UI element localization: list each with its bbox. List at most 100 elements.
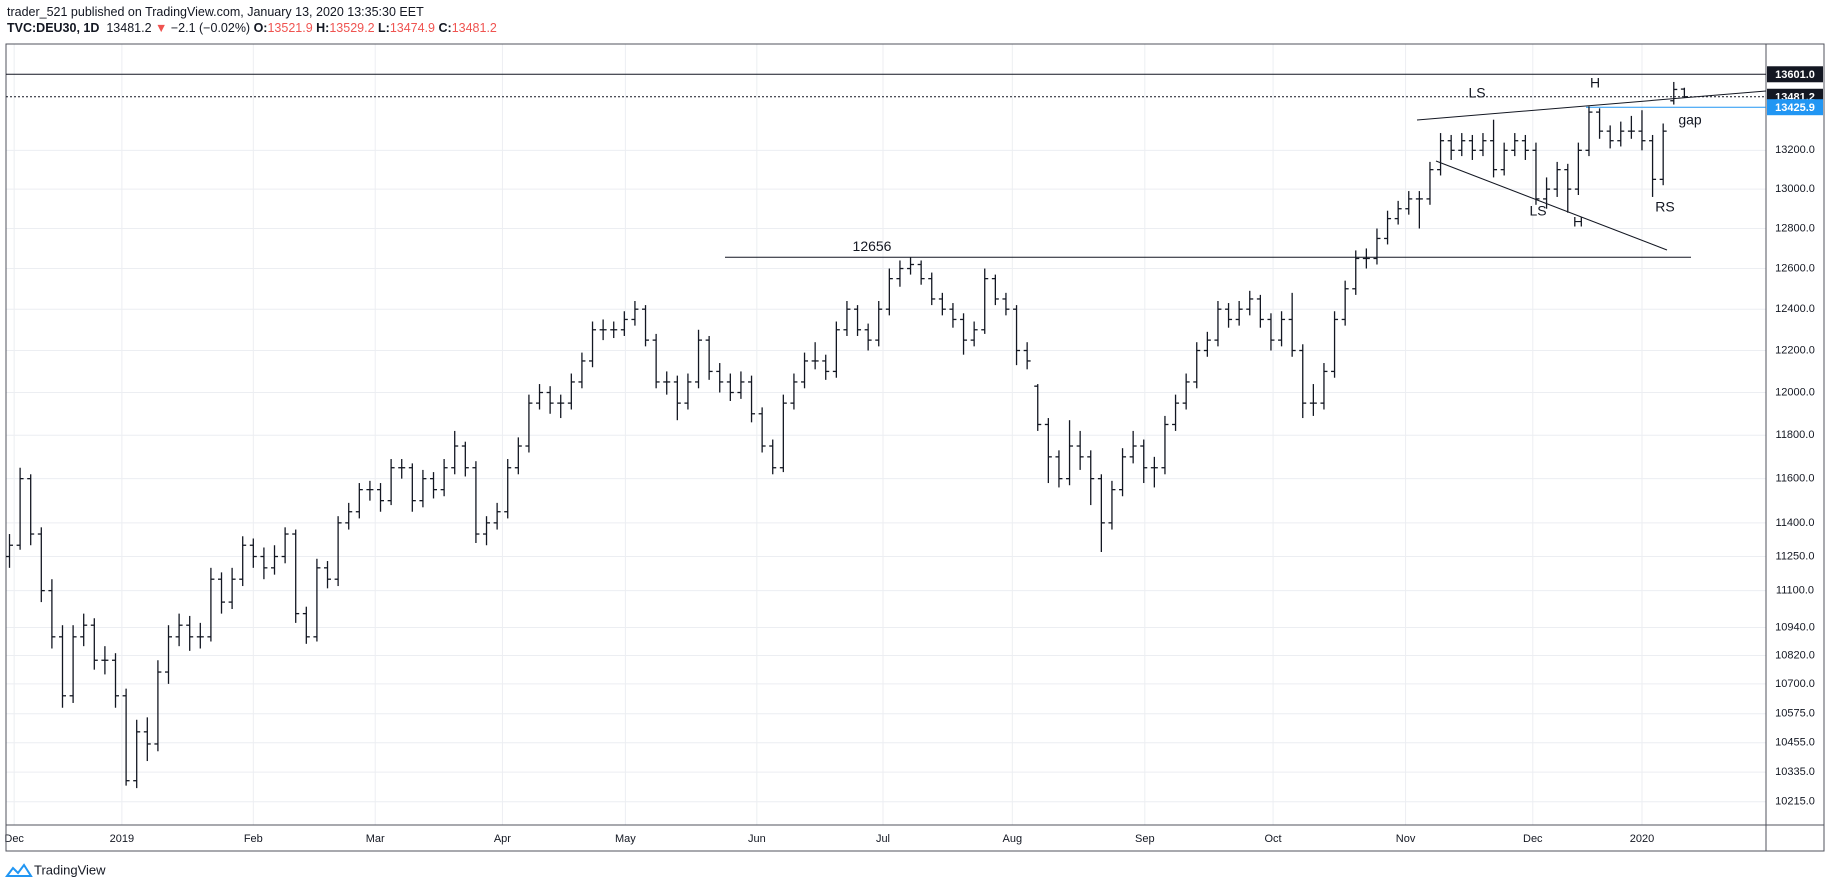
author: trader_521 published on TradingView.com,…	[7, 5, 424, 19]
ohlc-bar	[854, 305, 862, 336]
ohlc-bar	[27, 474, 35, 546]
ohlc-bar	[779, 394, 787, 473]
open: 13521.9	[267, 21, 313, 35]
ohlc-bar	[1119, 448, 1127, 497]
ohlc-bar	[567, 373, 575, 410]
ohlc-bar	[599, 319, 607, 341]
ohlc-bar	[620, 311, 628, 336]
y-tick-label: 13200.0	[1775, 144, 1815, 156]
ohlc-bar	[790, 373, 798, 410]
ohlc-bar	[1437, 133, 1445, 176]
annotation: LS	[1529, 203, 1546, 219]
high: 13529.2	[329, 21, 375, 35]
ohlc-bar	[207, 567, 215, 642]
ohlc-bar	[1246, 290, 1254, 316]
ohlc-bar	[695, 329, 703, 389]
x-tick-label: Aug	[1003, 833, 1023, 845]
ohlc-bar	[1172, 394, 1180, 431]
ohlc-bar	[271, 545, 279, 575]
ohlc-bar	[122, 688, 130, 786]
ohlc-bar	[1256, 294, 1264, 328]
ohlc-bar	[1044, 418, 1052, 484]
h-label: H:	[316, 21, 330, 35]
ohlc-bar	[1596, 108, 1604, 139]
ohlc-bar	[525, 394, 533, 453]
ohlc-bar	[1299, 344, 1307, 419]
ohlc-bar	[991, 274, 999, 306]
ohlc-bar	[1617, 121, 1625, 147]
ohlc-bar	[472, 461, 480, 543]
x-tick-label: 2020	[1630, 833, 1654, 845]
ohlc-bar	[1097, 474, 1105, 553]
ohlc-bar	[1564, 163, 1572, 213]
y-tick-label: 10455.0	[1775, 737, 1815, 749]
ohlc-bar	[493, 502, 501, 530]
x-tick-label: Sep	[1135, 833, 1155, 845]
ohlc-bar	[1055, 450, 1063, 488]
o-label: O:	[253, 21, 268, 35]
ohlc-bar	[218, 572, 226, 614]
ohlc-bar	[461, 441, 469, 477]
ohlc-bar	[1288, 292, 1296, 357]
ohlc-bar	[642, 305, 650, 347]
ohlc-bar	[165, 625, 173, 684]
ohlc-bar	[228, 567, 236, 610]
y-tick-label: 10820.0	[1775, 649, 1815, 661]
y-tick-label: 10700.0	[1775, 678, 1815, 690]
ohlc-bar	[1108, 480, 1116, 530]
ohlc-bar	[663, 371, 671, 395]
ohlc-bar	[1161, 415, 1169, 475]
ohlc-bar	[334, 516, 342, 587]
ohlc-bar	[1235, 301, 1243, 326]
ohlc-bar	[249, 538, 257, 568]
ohlc-bar	[981, 268, 989, 334]
y-tick-label: 12000.0	[1775, 386, 1815, 398]
ohlc-bar	[970, 321, 978, 347]
annotation: H	[1590, 75, 1600, 91]
x-tick-label: Apr	[494, 833, 511, 845]
ohlc-bar	[652, 333, 660, 389]
price-tag	[1767, 99, 1823, 116]
ohlc-bar	[1150, 456, 1158, 488]
ohlc-bar	[387, 459, 395, 506]
ohlc-bar	[1500, 142, 1508, 176]
ohlc-bar	[175, 613, 183, 647]
ohlc-bar	[514, 437, 522, 475]
ohlc-bar	[69, 625, 77, 703]
ohlc-bar	[1193, 342, 1201, 389]
ohlc-bar	[673, 375, 681, 421]
ohlc-bar	[377, 483, 385, 512]
ohlc-bar	[1002, 292, 1010, 316]
ohlc-bar	[313, 558, 321, 642]
ohlc-bar	[16, 467, 24, 550]
y-tick-label: 11250.0	[1776, 550, 1815, 562]
x-tick-label: May	[615, 833, 636, 845]
brand: TradingView	[34, 862, 106, 877]
y-tick-label: 13000.0	[1775, 183, 1815, 195]
ohlc-bar	[536, 384, 544, 410]
l-label: L:	[378, 21, 390, 35]
ohlc-bar	[1384, 210, 1392, 245]
trend-line	[1416, 90, 1767, 121]
ohlc-bar	[292, 529, 300, 623]
ohlc-bar	[1214, 301, 1222, 347]
ohlc-bar	[557, 394, 565, 419]
x-tick-label: Nov	[1396, 833, 1416, 845]
ohlc-bar	[1511, 133, 1519, 157]
ohlc-bar	[769, 439, 777, 475]
ohlc-bar	[112, 653, 120, 708]
ohlc-bar	[1574, 142, 1582, 195]
ohlc-bar	[822, 354, 830, 380]
header: trader_521 published on TradingView.com,…	[7, 4, 497, 36]
ohlc-bar	[1076, 430, 1084, 470]
x-tick-label: Jun	[748, 833, 766, 845]
annotation: H	[1573, 214, 1583, 230]
ohlc-bar	[1225, 303, 1233, 328]
x-tick-label: Feb	[244, 833, 263, 845]
ohlc-bar	[1479, 133, 1487, 157]
ohlc-bar	[1543, 177, 1551, 209]
ohlc-bar	[928, 272, 936, 306]
price-tag	[1767, 66, 1823, 83]
ohlc-bar	[938, 292, 946, 316]
